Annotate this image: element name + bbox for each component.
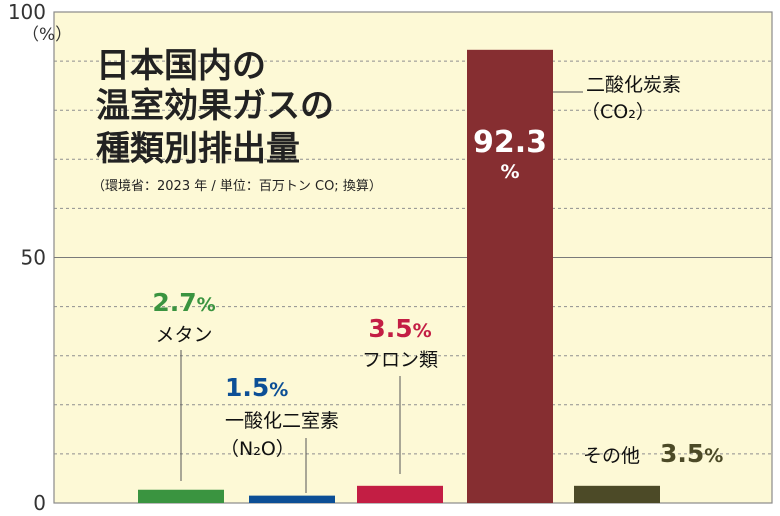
bar — [249, 495, 335, 503]
value-label: 3.5% — [368, 314, 431, 343]
bars — [138, 49, 660, 503]
category-label: その他 — [583, 445, 640, 467]
chart-title-line-2: 温室効果ガスの — [96, 86, 334, 126]
y-tick-label: 50 — [21, 246, 46, 270]
chart-title-line-1: 日本国内の — [96, 46, 266, 86]
category-sub-label: （CO₂） — [581, 101, 655, 123]
chart-title-line-3: 種類別排出量 — [96, 129, 300, 169]
bar — [357, 485, 443, 503]
y-tick-label: 0 — [33, 491, 46, 515]
value-label: 2.7% — [152, 288, 215, 317]
bar — [574, 485, 660, 503]
chart-subtitle: （環境省：2023 年 / 単位：百万トン CO; 換算） — [92, 178, 382, 194]
category-label: フロン類 — [362, 349, 438, 371]
category-sub-label: （N₂O） — [220, 438, 295, 460]
y-axis-ticks: 100 50 0 — [8, 0, 772, 515]
category-label: メタン — [155, 324, 212, 346]
category-label: 一酸化二室素 — [225, 410, 339, 432]
bar-labels: 2.7% メタン 1.5% 一酸化二室素 （N₂O） 3.5% フロン類 92.3% 二酸化炭素… — [152, 74, 723, 493]
y-axis-unit: （%） — [22, 25, 72, 45]
value-label: 1.5% — [225, 373, 288, 402]
value-unit: % — [500, 161, 519, 183]
value-label: 92.3 — [473, 125, 547, 160]
value-label: 3.5% — [660, 439, 723, 468]
category-label: 二酸化炭素 — [586, 74, 681, 96]
y-tick-label: 100 — [8, 0, 46, 24]
bar — [467, 49, 553, 503]
bar — [138, 489, 224, 503]
